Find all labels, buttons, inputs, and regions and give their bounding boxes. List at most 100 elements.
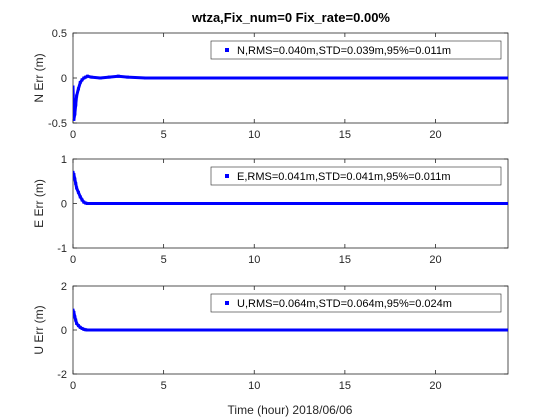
data-point [86, 202, 89, 205]
x-tick-label: 15 [339, 380, 351, 392]
x-tick-label: 10 [248, 254, 260, 266]
data-point [82, 200, 86, 204]
data-point [75, 94, 79, 98]
data-point [506, 202, 508, 205]
data-point [325, 202, 329, 205]
y-axis-label: U Err (m) [32, 305, 46, 354]
data-point [78, 325, 82, 329]
data-point [73, 310, 76, 314]
data-point [470, 328, 474, 332]
y-tick-label: -1 [57, 243, 67, 255]
legend-entry: N,RMS=0.040m,STD=0.039m,95%=0.011m [237, 45, 451, 57]
data-point [73, 173, 76, 177]
x-tick-label: 5 [161, 254, 167, 266]
data-point [434, 328, 437, 332]
data-point [98, 202, 102, 205]
data-point [80, 198, 84, 202]
data-point [84, 201, 88, 205]
x-tick-label: 20 [429, 129, 441, 141]
data-point [80, 78, 84, 82]
legend-marker [225, 301, 229, 305]
data-point [506, 328, 508, 332]
data-point [216, 328, 220, 332]
x-tick-label: 20 [429, 380, 441, 392]
subplots: 0 5 10 15 20-0.500.5N Err (m)N,RMS=0.040m,ST… [32, 28, 509, 392]
data-point [86, 74, 89, 78]
y-tick-label: 0 [61, 73, 67, 85]
data-point [78, 81, 82, 84]
data-point [125, 202, 129, 205]
data-point [82, 327, 86, 331]
data-point [73, 85, 75, 89]
data-point [180, 76, 184, 80]
data-point [75, 186, 79, 190]
x-tick-label: 0 [70, 129, 76, 141]
x-tick-label: 15 [339, 129, 351, 141]
data-point [325, 76, 329, 80]
series-group [73, 308, 508, 332]
data-point [73, 112, 77, 116]
data-point [252, 328, 256, 332]
data-point [89, 328, 93, 332]
x-tick-label: 10 [248, 380, 260, 392]
data-point [84, 328, 88, 332]
data-point [73, 170, 75, 174]
legend-box [210, 40, 502, 60]
data-point [397, 202, 401, 205]
x-tick-label: 20 [429, 254, 441, 266]
legend-entry: U,RMS=0.064m,STD=0.064m,95%=0.024m [237, 298, 452, 310]
data-point [397, 76, 401, 80]
legend-entry: E,RMS=0.041m,STD=0.041m,95%=0.011m [237, 171, 451, 183]
data-point [78, 195, 82, 199]
y-tick-label: 1 [61, 154, 67, 166]
y-axis-label: N Err (m) [32, 53, 46, 102]
data-point [180, 328, 184, 332]
data-point [74, 318, 78, 322]
data-point [325, 328, 329, 332]
data-point [86, 328, 89, 332]
data-point [361, 328, 365, 332]
y-tick-label: 0.5 [52, 28, 67, 40]
data-point [506, 76, 508, 80]
data-point [470, 76, 474, 80]
data-point [73, 308, 75, 312]
data-point [289, 202, 292, 205]
x-tick-label: 10 [248, 129, 260, 141]
data-point [107, 202, 111, 205]
subplot-1: 0 5 10 15 20-0.500.5N Err (m)N,RMS=0.040m,ST… [32, 28, 509, 141]
legend-box [210, 293, 502, 313]
data-point [252, 76, 256, 80]
x-tick-label: 0 [70, 380, 76, 392]
y-tick-label: -0.5 [48, 118, 67, 130]
chart-title: wtza,Fix_num=0 Fix_rate=0.00% [191, 10, 390, 25]
x-axis-label: Time (hour) 2018/06/06 [228, 403, 353, 417]
data-point [289, 328, 292, 332]
data-point [216, 76, 220, 80]
data-point [98, 328, 102, 332]
legend-box [210, 166, 502, 186]
y-tick-label: 2 [61, 281, 67, 293]
data-point [125, 75, 129, 79]
data-point [80, 326, 84, 330]
data-point [470, 202, 474, 205]
data-point [107, 328, 111, 332]
data-point [361, 76, 365, 80]
series-group [73, 74, 508, 121]
data-point [76, 190, 80, 194]
data-point [252, 202, 256, 205]
data-point [116, 74, 120, 78]
series-group [73, 170, 508, 205]
data-point [434, 202, 437, 205]
data-point [107, 75, 111, 79]
y-tick-label: -2 [57, 369, 67, 381]
data-point [75, 321, 79, 325]
data-point [216, 202, 220, 205]
data-point [84, 75, 88, 79]
legend-marker [225, 48, 229, 52]
data-point [73, 315, 77, 319]
x-tick-label: 15 [339, 254, 351, 266]
data-point [397, 328, 401, 332]
